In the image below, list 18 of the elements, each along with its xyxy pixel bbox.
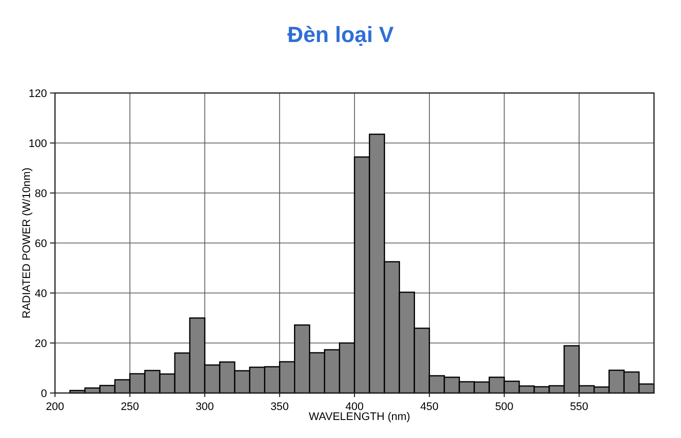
chart-title: Đèn loại V — [287, 22, 394, 47]
y-tick-label: 0 — [40, 388, 47, 400]
y-tick-label: 40 — [34, 288, 47, 300]
x-tick-label: 250 — [120, 401, 140, 413]
x-tick-label: 450 — [420, 401, 439, 413]
y-axis-title: RADIATED POWER (W/10nm) — [21, 168, 33, 318]
y-tick-label: 100 — [28, 138, 47, 150]
x-axis-title: WAVELENGTH (nm) — [308, 411, 410, 423]
x-tick-label: 500 — [495, 401, 514, 413]
x-tick-label: 200 — [46, 401, 64, 413]
x-tick-label: 300 — [196, 401, 214, 413]
y-tick-label: 120 — [28, 88, 47, 100]
y-tick-label: 80 — [34, 188, 47, 200]
y-tick-label: 60 — [34, 238, 47, 250]
x-tick-label: 550 — [570, 401, 588, 413]
y-tick-label: 20 — [34, 338, 47, 350]
x-tick-label: 350 — [270, 401, 289, 413]
x-tick-label: 400 — [345, 401, 364, 413]
